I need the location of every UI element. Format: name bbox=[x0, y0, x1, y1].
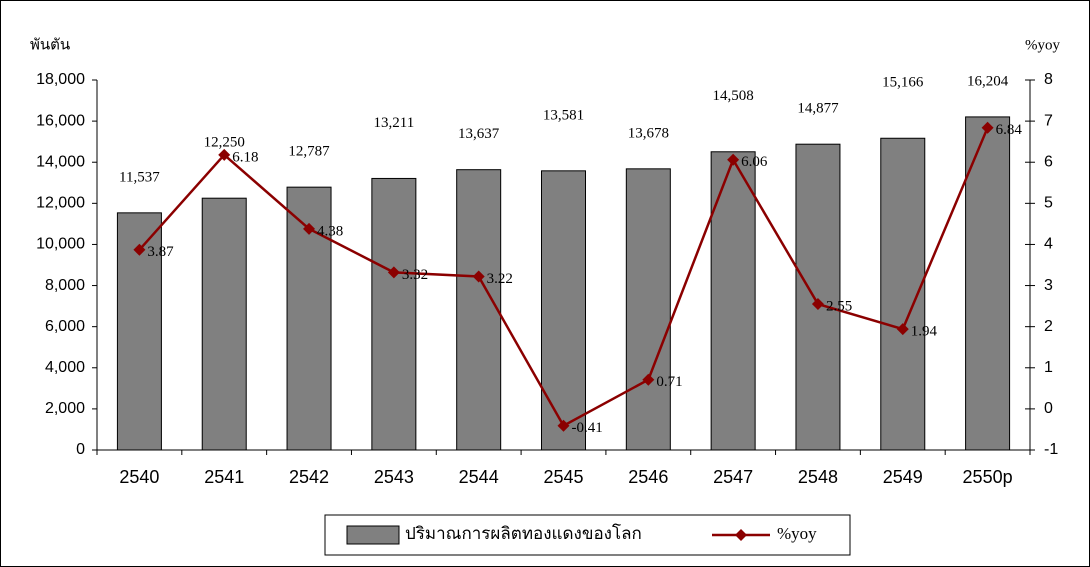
marker bbox=[303, 222, 316, 235]
y2-axis-label: %yoy bbox=[1025, 37, 1060, 53]
x-tick-label: 2541 bbox=[204, 467, 244, 487]
marker bbox=[557, 419, 570, 432]
bar-value-label: 14,877 bbox=[797, 101, 839, 117]
bar-value-label: 13,581 bbox=[543, 107, 584, 123]
marker bbox=[811, 298, 824, 311]
line-value-label: 6.06 bbox=[741, 154, 768, 170]
bar-value-label: 11,537 bbox=[119, 169, 160, 185]
line-value-label: 1.94 bbox=[911, 324, 938, 340]
bar-value-label: 16,204 bbox=[967, 73, 1009, 89]
x-tick-label: 2540 bbox=[119, 467, 159, 487]
y2-tick-label: 6 bbox=[1044, 153, 1053, 170]
x-tick-label: 2546 bbox=[628, 467, 668, 487]
bar-value-label: 13,678 bbox=[628, 125, 669, 141]
y2-tick-label: 2 bbox=[1044, 318, 1053, 335]
y-tick-label: 6,000 bbox=[45, 318, 85, 335]
bar-value-label: 13,637 bbox=[458, 126, 500, 142]
x-tick-label: 2549 bbox=[883, 467, 923, 487]
marker bbox=[218, 148, 231, 161]
marker bbox=[981, 121, 994, 134]
line-value-label: 3.87 bbox=[147, 244, 174, 260]
marker bbox=[896, 323, 909, 336]
y2-tick-label: -1 bbox=[1044, 441, 1058, 458]
y2-tick-label: 5 bbox=[1044, 195, 1053, 212]
y2-tick-label: 4 bbox=[1044, 236, 1053, 253]
bar-value-label: 13,211 bbox=[374, 115, 415, 131]
x-tick-label: 2542 bbox=[289, 467, 329, 487]
y-axis-label: พันตัน bbox=[30, 37, 70, 53]
y2-tick-label: 3 bbox=[1044, 277, 1053, 294]
bar-value-label: 12,250 bbox=[204, 135, 245, 151]
y-tick-label: 12,000 bbox=[36, 195, 85, 212]
x-tick-label: 2544 bbox=[459, 467, 499, 487]
y2-tick-label: 0 bbox=[1044, 400, 1053, 417]
line-value-label: 2.55 bbox=[826, 298, 852, 314]
line-value-label: -0.41 bbox=[572, 420, 603, 436]
bar bbox=[201, 197, 247, 451]
line-value-label: 4.38 bbox=[317, 223, 343, 239]
y-tick-label: 2,000 bbox=[45, 400, 85, 417]
bar bbox=[371, 177, 417, 451]
x-tick-label: 2547 bbox=[713, 467, 753, 487]
marker bbox=[133, 243, 146, 256]
legend-marker bbox=[735, 529, 747, 541]
line-value-label: 3.22 bbox=[487, 271, 513, 287]
line-value-label: 0.71 bbox=[656, 374, 682, 390]
y2-tick-label: 7 bbox=[1044, 112, 1053, 129]
bar bbox=[795, 143, 841, 451]
y-tick-label: 16,000 bbox=[36, 112, 85, 129]
y2-tick-label: 8 bbox=[1044, 71, 1053, 88]
x-tick-label: 2543 bbox=[374, 467, 414, 487]
marker bbox=[642, 373, 655, 386]
x-tick-label: 2550p bbox=[963, 467, 1013, 487]
marker bbox=[472, 270, 485, 283]
legend-label: %yoy bbox=[777, 524, 817, 543]
y-tick-label: 10,000 bbox=[36, 236, 85, 253]
y-tick-label: 8,000 bbox=[45, 277, 85, 294]
bar bbox=[625, 168, 671, 451]
marker bbox=[727, 153, 740, 166]
bar-value-label: 15,166 bbox=[882, 75, 924, 91]
y-tick-label: 18,000 bbox=[36, 71, 85, 88]
legend-label: ปริมาณการผลิตทองแดงของโลก bbox=[405, 523, 642, 543]
y-tick-label: 4,000 bbox=[45, 359, 85, 376]
y-tick-label: 14,000 bbox=[36, 153, 85, 170]
line-value-label: 6.84 bbox=[996, 122, 1023, 138]
line-value-label: 3.32 bbox=[402, 267, 428, 283]
bar-value-label: 12,787 bbox=[288, 144, 330, 160]
bar-value-label: 14,508 bbox=[713, 88, 754, 104]
legend-swatch bbox=[346, 525, 400, 545]
bar bbox=[456, 169, 502, 451]
x-tick-label: 2545 bbox=[543, 467, 583, 487]
bar bbox=[710, 151, 756, 451]
bar bbox=[541, 170, 586, 451]
x-tick-label: 2548 bbox=[798, 467, 838, 487]
line-value-label: 6.18 bbox=[232, 149, 258, 165]
bar bbox=[965, 116, 1011, 451]
marker bbox=[387, 266, 400, 279]
y2-tick-label: 1 bbox=[1044, 359, 1053, 376]
y-tick-label: 0 bbox=[76, 441, 85, 458]
